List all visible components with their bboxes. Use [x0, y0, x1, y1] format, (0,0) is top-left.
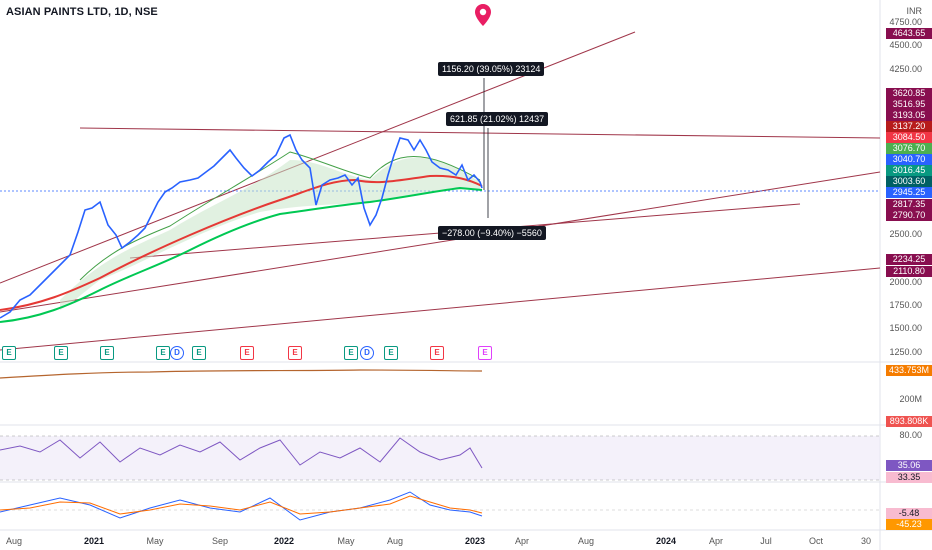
price-axis-label: 1750.00 [889, 300, 922, 310]
rsi-axis-label: 80.00 [899, 430, 922, 440]
location-pin-icon[interactable] [474, 4, 492, 26]
date-axis-label: 30 [860, 536, 872, 546]
date-axis-label: May [337, 536, 355, 546]
price-tag: 3040.70 [886, 154, 932, 165]
date-axis-label: Jul [760, 536, 772, 546]
earnings-badge[interactable]: E [384, 346, 398, 360]
earnings-badge[interactable]: E [100, 346, 114, 360]
volume-tag: 893.808K [886, 416, 932, 427]
earnings-badge[interactable]: E [478, 346, 492, 360]
ema-red-line [0, 174, 483, 311]
price-tag: 4643.65 [886, 28, 932, 39]
price-tag: 3620.85 [886, 88, 932, 99]
price-tag: 2817.35 [886, 199, 932, 210]
measure-label-top[interactable]: 1156.20 (39.05%) 23124 [438, 62, 545, 76]
price-axis-label: 4500.00 [889, 40, 922, 50]
price-tag: 3076.70 [886, 143, 932, 154]
macd-line [0, 491, 483, 521]
price-tag: 2110.80 [886, 266, 932, 277]
volume-axis-label: 200M [899, 394, 922, 404]
dividend-badge[interactable]: D [170, 346, 184, 360]
measure-label-middle[interactable]: 621.85 (21.02%) 12437 [446, 112, 549, 126]
price-tag: 3193.05 [886, 110, 932, 121]
rsi-tag: 35.06 [886, 460, 932, 471]
earnings-badge[interactable]: E [54, 346, 68, 360]
price-tag: 3016.45 [886, 165, 932, 176]
date-axis-label: Sep [211, 536, 229, 546]
price-line [0, 133, 483, 319]
date-axis-label: Apr [708, 536, 724, 546]
signal-line [0, 495, 483, 515]
earnings-badge[interactable]: E [344, 346, 358, 360]
price-tag: 2234.25 [886, 254, 932, 265]
dividend-badge[interactable]: D [360, 346, 374, 360]
volume-ma-line [0, 369, 483, 379]
price-axis-label: 2500.00 [889, 229, 922, 239]
date-axis-label: Aug [386, 536, 404, 546]
date-axis-label: Aug [577, 536, 595, 546]
rsi-line [0, 437, 483, 469]
date-axis-label: 2022 [273, 536, 295, 546]
date-axis-label: 2023 [464, 536, 486, 546]
date-axis-label: Oct [808, 536, 824, 546]
macd-tag: -45.23 [886, 519, 932, 530]
volume-tag: 433.753M [886, 365, 932, 376]
price-tag: 2790.70 [886, 210, 932, 221]
price-tag: 3137.20 [886, 121, 932, 132]
date-axis-label: Apr [514, 536, 530, 546]
current-price-tag: 2945.25 [886, 187, 932, 198]
currency-label: INR [906, 6, 923, 16]
earnings-badge[interactable]: E [240, 346, 254, 360]
earnings-badge[interactable]: E [2, 346, 16, 360]
price-axis-label: 1500.00 [889, 323, 922, 333]
price-axis-label: 4250.00 [889, 64, 922, 74]
earnings-badge[interactable]: E [192, 346, 206, 360]
price-axis-label: 2000.00 [889, 277, 922, 287]
ema-green-line [0, 186, 483, 323]
symbol-title[interactable]: ASIAN PAINTS LTD, 1D, NSE [6, 6, 158, 18]
earnings-badge[interactable]: E [288, 346, 302, 360]
price-axis-label: 1250.00 [889, 347, 922, 357]
price-tag: 3084.50 [886, 132, 932, 143]
price-tag: 3516.95 [886, 99, 932, 110]
measure-label-bottom[interactable]: −278.00 (−9.40%) −5560 [438, 226, 546, 240]
ema-cloud [60, 157, 480, 310]
date-axis-label: 2021 [83, 536, 105, 546]
date-axis-label: Aug [5, 536, 23, 546]
rsi-tag: 33.35 [886, 472, 932, 483]
macd-tag: -5.48 [886, 508, 932, 519]
date-axis-label: 2024 [655, 536, 677, 546]
earnings-badge[interactable]: E [430, 346, 444, 360]
date-axis-label: May [146, 536, 164, 546]
price-tag: 3003.60 [886, 176, 932, 187]
price-axis-label: 4750.00 [889, 17, 922, 27]
earnings-badge[interactable]: E [156, 346, 170, 360]
